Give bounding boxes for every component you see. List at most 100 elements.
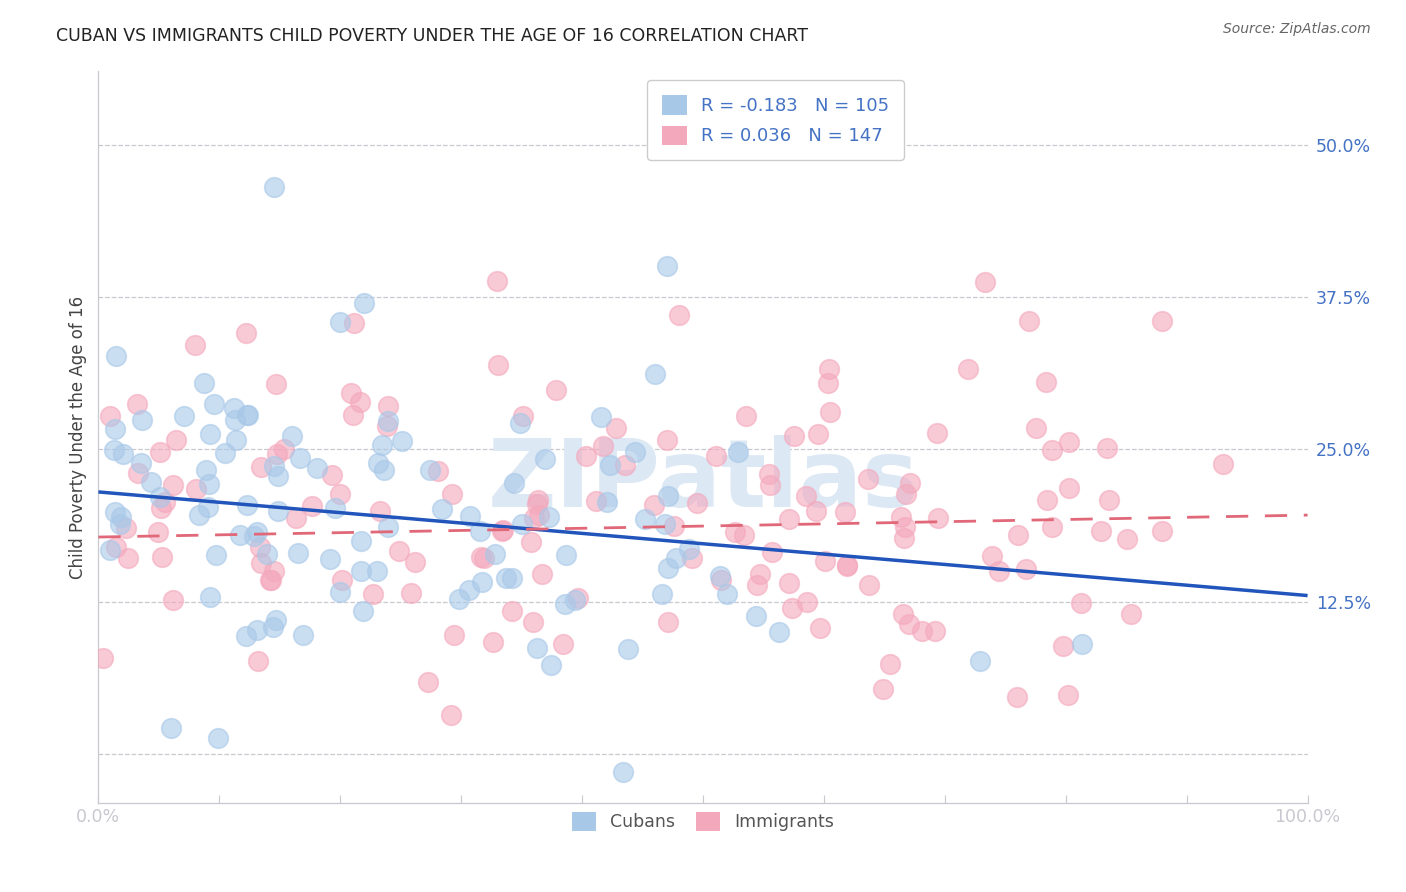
Point: [523, 511, 546, 525]
Point: [1057, 688, 1080, 702]
Point: [716, 587, 738, 601]
Point: [1152, 314, 1174, 328]
Point: [419, 463, 441, 477]
Point: [108, 516, 131, 531]
Point: [443, 628, 465, 642]
Point: [747, 577, 769, 591]
Point: [131, 413, 153, 427]
Point: [263, 180, 285, 194]
Point: [238, 408, 260, 422]
Point: [585, 493, 607, 508]
Point: [375, 419, 398, 434]
Point: [139, 475, 162, 490]
Point: [340, 385, 363, 400]
Point: [555, 548, 578, 562]
Point: [551, 637, 574, 651]
Point: [377, 520, 399, 534]
Point: [290, 450, 312, 465]
Point: [783, 429, 806, 443]
Point: [484, 547, 506, 561]
Point: [205, 548, 228, 562]
Point: [492, 524, 515, 538]
Point: [858, 578, 880, 592]
Point: [643, 499, 665, 513]
Point: [1070, 637, 1092, 651]
Point: [449, 592, 471, 607]
Point: [198, 427, 221, 442]
Point: [104, 349, 127, 363]
Point: [599, 458, 621, 472]
Point: [129, 456, 152, 470]
Point: [197, 477, 219, 491]
Point: [377, 399, 399, 413]
Point: [146, 525, 169, 540]
Point: [266, 377, 288, 392]
Point: [796, 595, 818, 609]
Point: [522, 615, 544, 629]
Point: [591, 410, 613, 425]
Point: [399, 585, 422, 599]
Point: [349, 394, 371, 409]
Point: [165, 434, 187, 448]
Point: [735, 409, 758, 423]
Point: [927, 511, 949, 525]
Point: [520, 534, 543, 549]
Point: [834, 505, 856, 519]
Point: [782, 600, 804, 615]
Point: [724, 524, 747, 539]
Point: [184, 482, 207, 496]
Point: [526, 640, 548, 655]
Point: [778, 512, 800, 526]
Point: [352, 603, 374, 617]
Point: [681, 550, 703, 565]
Point: [530, 567, 553, 582]
Point: [329, 585, 352, 599]
Point: [1036, 492, 1059, 507]
Point: [404, 555, 426, 569]
Point: [814, 554, 837, 568]
Point: [512, 409, 534, 424]
Point: [1121, 607, 1143, 622]
Point: [193, 376, 215, 391]
Point: [103, 505, 125, 519]
Point: [457, 583, 479, 598]
Point: [614, 458, 637, 472]
Point: [657, 615, 679, 629]
Point: [758, 467, 780, 482]
Point: [103, 443, 125, 458]
Point: [319, 552, 342, 566]
Point: [281, 429, 304, 443]
Point: [377, 414, 399, 428]
Point: [554, 597, 576, 611]
Point: [1018, 314, 1040, 328]
Point: [285, 511, 308, 525]
Point: [745, 609, 768, 624]
Point: [373, 463, 395, 477]
Point: [482, 635, 505, 649]
Point: [197, 500, 219, 514]
Point: [537, 509, 560, 524]
Point: [273, 442, 295, 456]
Point: [534, 452, 557, 467]
Point: [686, 496, 709, 510]
Point: [267, 504, 290, 518]
Point: [470, 524, 492, 539]
Point: [837, 559, 859, 574]
Point: [634, 512, 657, 526]
Point: [1097, 492, 1119, 507]
Point: [1212, 458, 1234, 472]
Point: [655, 260, 678, 274]
Point: [291, 628, 314, 642]
Point: [1007, 527, 1029, 541]
Point: [665, 550, 688, 565]
Point: [678, 541, 700, 556]
Point: [343, 316, 366, 330]
Point: [256, 547, 278, 561]
Point: [247, 654, 270, 668]
Point: [250, 459, 273, 474]
Point: [368, 504, 391, 518]
Point: [544, 383, 567, 397]
Point: [872, 681, 894, 696]
Point: [264, 613, 287, 627]
Point: [624, 444, 647, 458]
